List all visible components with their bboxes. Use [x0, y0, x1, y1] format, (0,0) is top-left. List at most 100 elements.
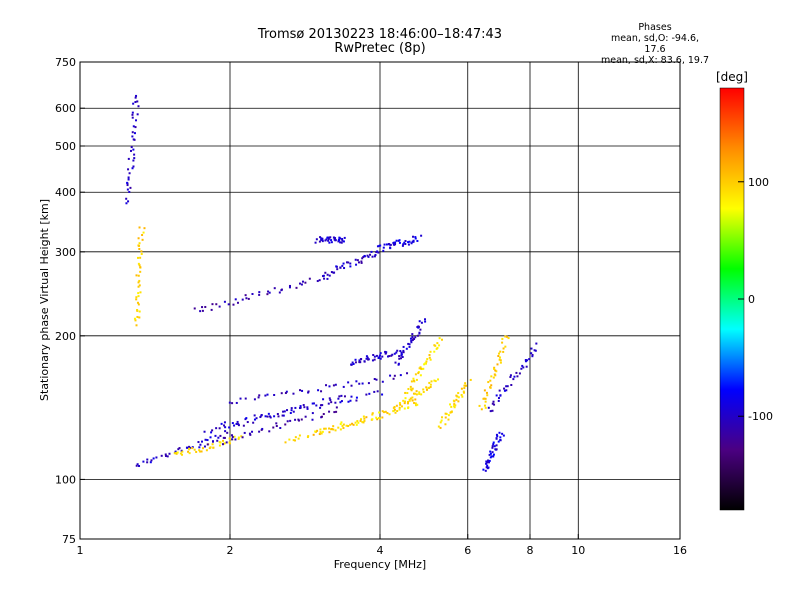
data-point	[352, 362, 355, 365]
data-point	[244, 294, 247, 297]
x-tick-label: 6	[464, 544, 471, 557]
data-point	[485, 460, 488, 463]
data-point	[499, 436, 502, 439]
data-point	[222, 436, 225, 439]
data-point	[454, 404, 457, 407]
data-point	[137, 256, 140, 259]
data-point	[132, 165, 135, 168]
data-point	[138, 465, 141, 468]
data-point	[354, 258, 357, 261]
data-point	[492, 441, 495, 444]
data-point	[314, 241, 317, 244]
data-point	[168, 452, 171, 455]
data-point	[381, 393, 384, 396]
data-point	[231, 438, 234, 441]
data-point	[292, 439, 295, 442]
data-point	[365, 416, 368, 419]
data-point	[312, 402, 315, 405]
phase-stats: Phases mean, sd,O: -94.6, 17.6 mean, sd,…	[600, 22, 710, 66]
data-point	[447, 414, 450, 417]
data-point	[359, 358, 362, 361]
data-point	[130, 146, 133, 149]
data-point	[418, 331, 421, 334]
data-point	[381, 380, 384, 383]
data-point	[414, 373, 417, 376]
data-point	[433, 379, 436, 382]
data-point	[269, 416, 272, 419]
data-point	[373, 255, 376, 258]
data-point	[424, 318, 427, 321]
data-point	[462, 390, 465, 393]
data-point	[294, 436, 297, 439]
data-point	[373, 355, 376, 358]
data-point	[131, 131, 134, 134]
data-point	[422, 388, 425, 391]
data-point	[146, 458, 149, 461]
data-point	[243, 431, 246, 434]
data-point	[460, 393, 463, 396]
data-point	[233, 424, 236, 427]
data-point	[135, 464, 138, 467]
data-point	[376, 418, 379, 421]
data-point	[198, 449, 201, 452]
data-point	[362, 415, 365, 418]
data-point	[137, 303, 140, 306]
colorbar-tick-label: 0	[748, 293, 755, 306]
data-point	[414, 402, 417, 405]
data-point	[381, 416, 384, 419]
data-point	[428, 356, 431, 359]
data-point	[137, 295, 140, 298]
data-point	[132, 148, 135, 151]
data-point	[383, 411, 386, 414]
y-tick-label: 75	[62, 533, 76, 546]
data-point	[349, 423, 352, 426]
data-point	[485, 391, 488, 394]
data-point	[392, 377, 395, 380]
data-point	[210, 431, 213, 434]
data-point	[333, 411, 336, 414]
data-point	[204, 438, 207, 441]
data-point	[288, 286, 291, 289]
data-point	[339, 423, 342, 426]
data-point	[205, 449, 208, 452]
data-point	[295, 286, 298, 289]
data-point	[275, 425, 278, 428]
data-point	[400, 353, 403, 356]
data-point	[531, 355, 534, 358]
data-point	[199, 310, 202, 313]
data-point	[330, 241, 333, 244]
data-point	[409, 337, 412, 340]
data-point	[422, 367, 425, 370]
x-tick-label: 1	[77, 544, 84, 557]
data-point	[285, 390, 288, 393]
data-point	[220, 422, 223, 425]
data-point	[487, 459, 490, 462]
data-point	[429, 385, 432, 388]
data-point	[410, 380, 413, 383]
data-point	[135, 94, 138, 97]
data-point	[135, 296, 138, 299]
data-point	[221, 443, 224, 446]
x-tick-label: 16	[673, 544, 687, 557]
data-point	[375, 378, 378, 381]
data-point	[257, 396, 260, 399]
data-point	[377, 251, 380, 254]
data-point	[347, 381, 350, 384]
data-point	[428, 354, 431, 357]
data-point	[487, 406, 490, 409]
data-point	[363, 254, 366, 257]
data-point	[336, 268, 339, 271]
data-point	[253, 414, 256, 417]
data-point	[341, 264, 344, 267]
data-point	[410, 341, 413, 344]
data-point	[439, 421, 442, 424]
data-point	[341, 238, 344, 241]
data-point	[338, 395, 341, 398]
data-point	[533, 349, 536, 352]
data-point	[203, 445, 206, 448]
data-point	[358, 359, 361, 362]
data-point	[393, 241, 396, 244]
data-point	[371, 255, 374, 258]
data-point	[408, 240, 411, 243]
data-point	[363, 417, 366, 420]
